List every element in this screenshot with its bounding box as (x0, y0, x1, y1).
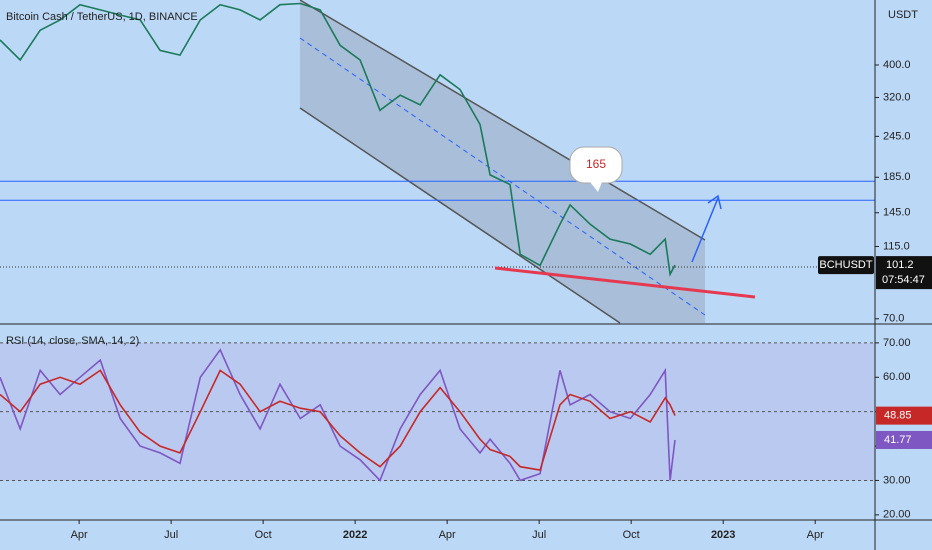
x-tick-label: Apr (71, 529, 88, 541)
series-line (0, 348, 676, 482)
arrow (691, 197, 719, 263)
callout-text: 165 (586, 157, 606, 171)
x-tick-label: Apr (807, 529, 824, 541)
price-badge-text: 101.2 (886, 259, 914, 271)
rsi-title: RSI (14, close, SMA, 14, 2) (6, 335, 139, 347)
symbol-badge-text: BCHUSDT (819, 259, 872, 271)
x-tick-label: Apr (439, 529, 456, 541)
channel-lower (299, 107, 621, 324)
y-tick-label: 185.0 (883, 171, 911, 183)
trend-line (494, 266, 756, 299)
y-tick-label: 30.00 (883, 474, 911, 486)
title: Bitcoin Cash / TetherUS, 1D, BINANCE (6, 11, 198, 23)
value-badge-text: 41.77 (884, 434, 912, 446)
y-tick-label: 320.0 (883, 91, 911, 103)
value-badge (876, 406, 932, 425)
x-tick-label: Jul (532, 529, 546, 541)
value-badge (876, 430, 932, 449)
y-tick-label: 70.00 (883, 337, 911, 349)
series-line (0, 2, 676, 277)
y-tick-label: 70.0 (883, 313, 904, 325)
price-badge (876, 256, 932, 290)
y-tick-label: 115.0 (883, 240, 910, 252)
y-tick-label: 400.0 (883, 59, 911, 71)
rsi-band (0, 342, 875, 481)
x-tick-label: Oct (623, 529, 640, 541)
y-tick-label: 145.0 (883, 207, 911, 219)
x-tick-label: Jul (164, 529, 178, 541)
series-line (0, 369, 676, 472)
callout-tail (590, 182, 602, 192)
quote-unit: USDT (888, 9, 918, 21)
channel-mid (299, 37, 706, 316)
x-tick-label: Oct (255, 529, 272, 541)
y-tick-label: 20.00 (883, 509, 911, 521)
symbol-badge (818, 256, 874, 275)
y-tick-label: 245.0 (883, 130, 911, 142)
value-badge-text: 48.85 (884, 410, 912, 422)
countdown: 07:54:47 (882, 274, 925, 286)
x-tick-label: 2022 (343, 529, 367, 541)
y-tick-label: 60.00 (883, 371, 911, 383)
x-tick-label: 2023 (711, 529, 735, 541)
channel-fill (300, 0, 705, 323)
